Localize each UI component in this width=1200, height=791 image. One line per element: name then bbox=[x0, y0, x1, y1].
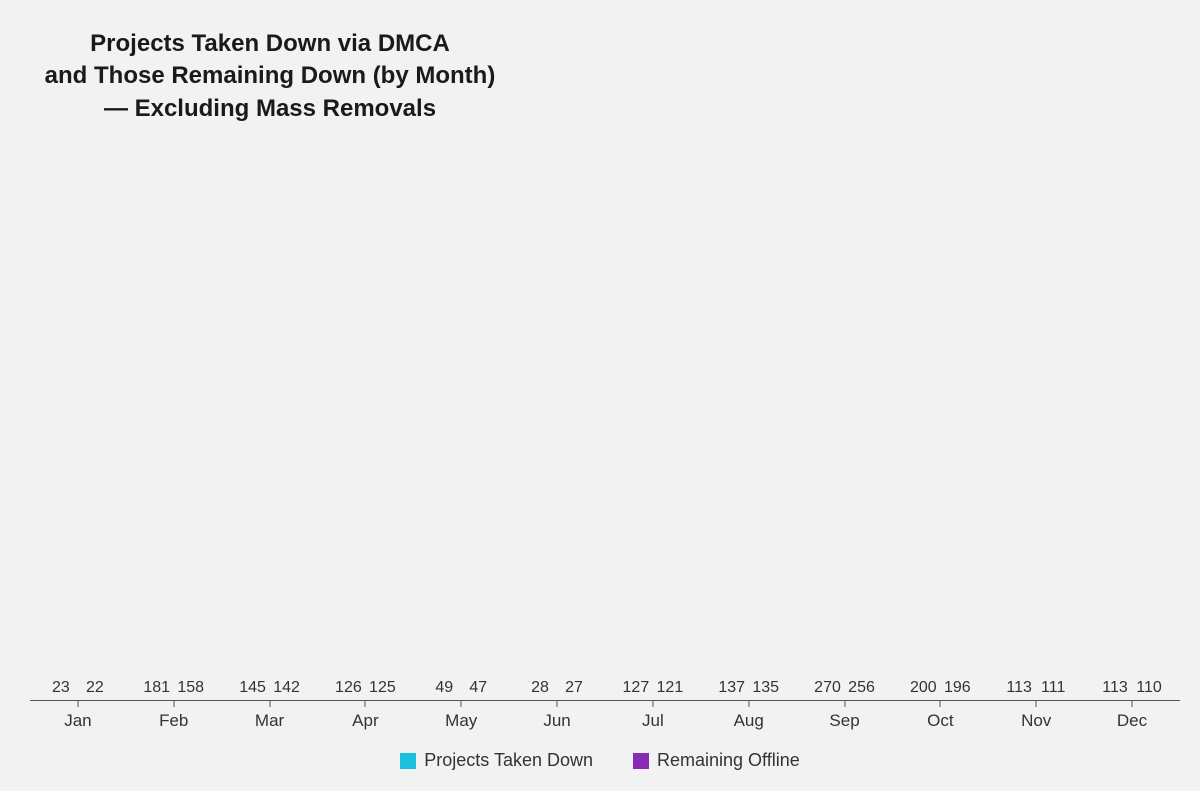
chart-title-line: — Excluding Mass Removals bbox=[30, 93, 510, 125]
x-axis-label: Aug bbox=[734, 711, 764, 731]
x-tick bbox=[652, 701, 653, 707]
bar-value-label: 196 bbox=[944, 679, 971, 697]
chart-title-line: Projects Taken Down via DMCA bbox=[30, 28, 510, 60]
x-axis-label: Oct bbox=[927, 711, 953, 731]
x-tick bbox=[844, 701, 845, 707]
x-tick bbox=[1132, 701, 1133, 707]
months-container: Jan2322Feb181158Mar145142Apr126125May494… bbox=[30, 145, 1180, 701]
month-group: Jun2827 bbox=[509, 145, 605, 701]
legend-swatch bbox=[400, 753, 416, 769]
bar-value-label: 181 bbox=[143, 679, 170, 697]
bar-value-label: 126 bbox=[335, 679, 362, 697]
x-axis-label: Dec bbox=[1117, 711, 1147, 731]
bar-value-label: 28 bbox=[531, 679, 549, 697]
bar-value-label: 49 bbox=[435, 679, 453, 697]
x-tick bbox=[748, 701, 749, 707]
x-axis-label: Jun bbox=[543, 711, 570, 731]
chart-title: Projects Taken Down via DMCAand Those Re… bbox=[30, 28, 510, 125]
month-group: Oct200196 bbox=[892, 145, 988, 701]
x-axis-label: Apr bbox=[352, 711, 378, 731]
month-group: Sep270256 bbox=[797, 145, 893, 701]
month-group: Aug137135 bbox=[701, 145, 797, 701]
month-group: Jul127121 bbox=[605, 145, 701, 701]
month-group: Jan2322 bbox=[30, 145, 126, 701]
x-axis-label: May bbox=[445, 711, 477, 731]
month-group: Mar145142 bbox=[222, 145, 318, 701]
bar-value-label: 113 bbox=[1006, 679, 1032, 697]
x-tick bbox=[940, 701, 941, 707]
bar-value-label: 158 bbox=[177, 679, 204, 697]
plot-area: Jan2322Feb181158Mar145142Apr126125May494… bbox=[30, 145, 1180, 701]
bar-value-label: 137 bbox=[718, 679, 745, 697]
bar-value-label: 270 bbox=[814, 679, 841, 697]
legend-label: Remaining Offline bbox=[657, 750, 800, 771]
bar-value-label: 110 bbox=[1136, 679, 1162, 697]
x-axis-label: Sep bbox=[829, 711, 859, 731]
x-axis-label: Mar bbox=[255, 711, 284, 731]
bar-value-label: 27 bbox=[565, 679, 583, 697]
x-tick bbox=[1036, 701, 1037, 707]
bar-value-label: 256 bbox=[848, 679, 875, 697]
bar-value-label: 145 bbox=[239, 679, 266, 697]
month-group: Feb181158 bbox=[126, 145, 222, 701]
bar-value-label: 121 bbox=[657, 679, 684, 697]
x-axis-label: Feb bbox=[159, 711, 188, 731]
x-tick bbox=[557, 701, 558, 707]
x-axis-label: Jan bbox=[64, 711, 91, 731]
bar-value-label: 135 bbox=[752, 679, 779, 697]
legend-item: Remaining Offline bbox=[633, 750, 800, 771]
x-tick bbox=[269, 701, 270, 707]
x-tick bbox=[365, 701, 366, 707]
month-group: May4947 bbox=[413, 145, 509, 701]
bar-value-label: 47 bbox=[469, 679, 487, 697]
bar-value-label: 142 bbox=[273, 679, 300, 697]
x-axis-label: Nov bbox=[1021, 711, 1051, 731]
bar-value-label: 23 bbox=[52, 679, 70, 697]
bar-value-label: 125 bbox=[369, 679, 396, 697]
chart-title-line: and Those Remaining Down (by Month) bbox=[30, 60, 510, 92]
legend-label: Projects Taken Down bbox=[424, 750, 593, 771]
bar-value-label: 113 bbox=[1102, 679, 1128, 697]
month-group: Dec113110 bbox=[1084, 145, 1180, 701]
legend-item: Projects Taken Down bbox=[400, 750, 593, 771]
bar-value-label: 22 bbox=[86, 679, 104, 697]
bar-value-label: 111 bbox=[1041, 679, 1065, 697]
x-axis-label: Jul bbox=[642, 711, 664, 731]
month-group: Apr126125 bbox=[317, 145, 413, 701]
x-tick bbox=[173, 701, 174, 707]
legend-swatch bbox=[633, 753, 649, 769]
x-tick bbox=[461, 701, 462, 707]
bar-value-label: 200 bbox=[910, 679, 937, 697]
x-tick bbox=[77, 701, 78, 707]
legend: Projects Taken Down Remaining Offline bbox=[0, 750, 1200, 771]
bar-value-label: 127 bbox=[623, 679, 650, 697]
month-group: Nov113111 bbox=[988, 145, 1084, 701]
